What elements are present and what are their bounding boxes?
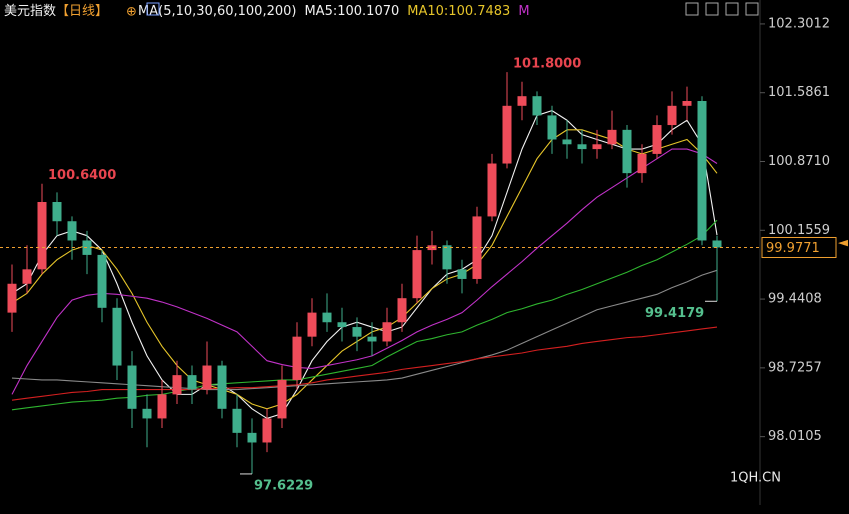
candle-body [577, 144, 587, 150]
candle-body [382, 322, 392, 342]
y-tick-label: 101.5861 [768, 85, 830, 100]
candle-body [517, 96, 527, 106]
y-tick-label: 100.8710 [768, 154, 830, 169]
legend-entry: MA10:100.7483 [407, 4, 510, 19]
icon[interactable] [725, 2, 739, 16]
candle-body [352, 327, 362, 337]
candle-body [67, 221, 77, 241]
icon[interactable] [705, 2, 719, 16]
candle-body [217, 365, 227, 409]
candle-body [187, 375, 197, 390]
ma-legend: MA(5,10,30,60,100,200) [138, 4, 296, 19]
candle-body [247, 432, 257, 443]
candle-body [277, 379, 287, 419]
candle-body [172, 375, 182, 395]
candle-body [412, 250, 422, 299]
candle-body [637, 153, 647, 174]
candle-body [562, 139, 572, 145]
ma-line [11, 148, 718, 395]
candle-body [202, 365, 212, 390]
candle-body [52, 202, 62, 222]
toolbar-icons[interactable] [685, 2, 759, 16]
candle-body [262, 418, 272, 443]
y-tick-label: 99.4408 [768, 292, 822, 307]
candle-body [607, 129, 617, 145]
low-label: 99.4179 [645, 306, 704, 321]
header-icon [146, 2, 160, 16]
watermark: 1QH.CN [730, 471, 781, 486]
header-icon: ⊕ [126, 5, 137, 20]
candle-body [622, 129, 632, 174]
candle-body [307, 312, 317, 337]
candle-body [667, 105, 677, 126]
candle-body [7, 283, 17, 313]
y-tick-label: 98.7257 [768, 360, 822, 375]
candle-body [442, 245, 452, 270]
candle-body [322, 312, 332, 323]
candle-body [337, 322, 347, 328]
last-price-box [761, 236, 837, 258]
ma-line [11, 110, 718, 420]
candle-body [697, 101, 707, 241]
candle-body [367, 336, 377, 342]
candle-body [232, 408, 242, 433]
icon[interactable] [745, 2, 759, 16]
candle-body [532, 96, 542, 116]
candle-body [142, 408, 152, 419]
candle-body [97, 254, 107, 308]
candle-body [682, 101, 692, 106]
candle-body [547, 115, 557, 140]
candle-body [502, 105, 512, 164]
legend-entry: M [518, 4, 529, 19]
candle-body [487, 163, 497, 217]
candle-body [127, 365, 137, 409]
low-label: 97.6229 [254, 478, 313, 493]
y-tick-label: 100.1559 [768, 223, 830, 238]
candle-body [397, 298, 407, 323]
candle-body [652, 125, 662, 154]
candle-body [292, 336, 302, 380]
icon[interactable] [685, 2, 699, 16]
price-marker-arrow: ◄ [838, 236, 848, 251]
ma-line [11, 129, 718, 410]
legend-entry: MA5:100.1070 [304, 4, 399, 19]
candle-body [22, 269, 32, 284]
candle-body [112, 307, 122, 366]
last-price-label: 99.9771 [766, 241, 820, 256]
candle-body [592, 144, 602, 150]
candle-body [712, 240, 722, 248]
period: 【日线】 [56, 4, 108, 19]
candle-body [457, 269, 467, 279]
candle-body [157, 394, 167, 419]
title: 美元指数 [4, 4, 56, 19]
y-tick-label: 102.3012 [768, 16, 830, 31]
header: 美元指数【日线】 MA(5,10,30,60,100,200) MA5:100.10… [4, 4, 530, 19]
y-tick-label: 98.0105 [768, 429, 822, 444]
high-label: 101.8000 [513, 57, 581, 72]
candle-body [37, 202, 47, 270]
high-label: 100.6400 [48, 168, 116, 183]
